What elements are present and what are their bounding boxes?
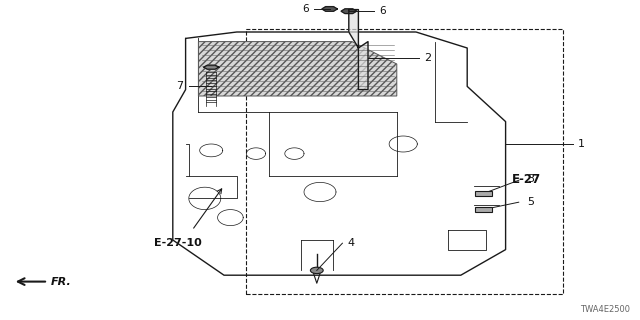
Text: E-27-10: E-27-10 xyxy=(154,238,202,248)
Circle shape xyxy=(310,267,323,274)
Text: 5: 5 xyxy=(527,196,534,207)
Text: 4: 4 xyxy=(348,238,355,248)
Bar xyxy=(475,207,492,212)
Polygon shape xyxy=(349,10,368,90)
Text: 7: 7 xyxy=(177,81,184,92)
Polygon shape xyxy=(198,42,397,96)
Polygon shape xyxy=(204,65,219,69)
Text: FR.: FR. xyxy=(51,276,72,287)
Text: 6: 6 xyxy=(302,4,308,14)
Text: 3: 3 xyxy=(527,174,534,184)
Text: TWA4E2500: TWA4E2500 xyxy=(580,305,630,314)
Text: 6: 6 xyxy=(380,6,386,16)
Polygon shape xyxy=(322,7,337,11)
Bar xyxy=(475,191,492,196)
Text: E-27: E-27 xyxy=(512,173,541,186)
Text: 1: 1 xyxy=(578,139,585,149)
Text: 2: 2 xyxy=(424,52,431,63)
Polygon shape xyxy=(341,9,356,13)
